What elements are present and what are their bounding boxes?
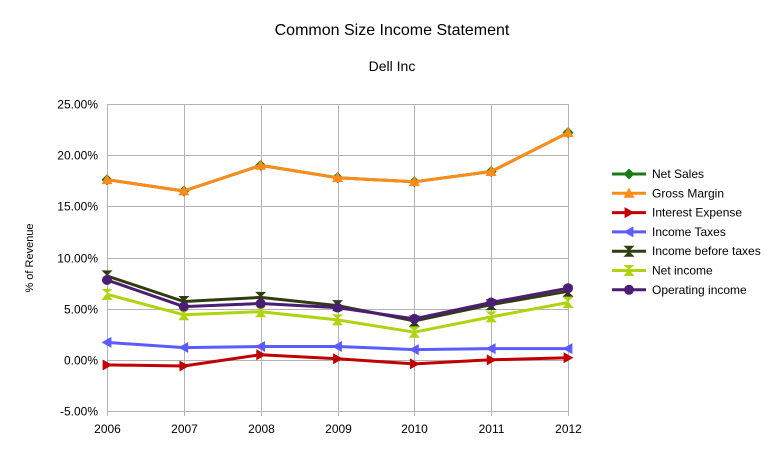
data-point <box>563 352 574 364</box>
legend-swatch-marker <box>624 284 634 295</box>
data-point <box>332 172 343 183</box>
data-point <box>101 336 112 348</box>
data-point <box>178 342 189 354</box>
legend-label: Gross Margin <box>652 186 724 200</box>
chart-subtitle: Dell Inc <box>369 58 416 74</box>
y-tick-label: 0.00% <box>64 354 98 368</box>
data-point <box>409 358 420 370</box>
legend-swatch-marker <box>623 245 635 257</box>
data-point <box>485 166 497 176</box>
data-point <box>102 275 112 286</box>
data-point <box>179 360 190 372</box>
chart-title: Common Size Income Statement <box>275 22 510 39</box>
legend: Net Sales Gross Margin Interest Expense Inc… <box>612 167 761 297</box>
legend-item: Income before taxes <box>612 244 761 258</box>
legend-swatch-marker <box>623 226 634 238</box>
data-point <box>486 354 497 366</box>
legend-label: Net Sales <box>652 167 704 181</box>
data-point <box>256 349 267 361</box>
y-tick-label: 5.00% <box>64 303 98 317</box>
data-point <box>255 306 267 318</box>
data-point <box>563 283 573 294</box>
legend-swatch-marker <box>624 207 635 219</box>
legend-label: Operating income <box>652 283 747 297</box>
legend-label: Income Taxes <box>652 225 726 239</box>
data-point <box>408 326 420 338</box>
legend-item: Net income <box>612 264 713 278</box>
legend-label: Income before taxes <box>652 244 761 258</box>
x-tick-label: 2011 <box>479 422 505 436</box>
legend-item: Operating income <box>612 283 747 297</box>
data-point <box>178 185 190 196</box>
y-tick-label: 25.00% <box>57 98 98 112</box>
series-interest-expense <box>102 349 574 372</box>
data-point <box>485 311 497 323</box>
legend-item: Income Taxes <box>612 225 726 239</box>
series-operating-income <box>102 275 573 324</box>
series-income-taxes <box>101 336 573 356</box>
data-point <box>255 159 267 170</box>
data-point <box>332 302 343 313</box>
legend-item: Gross Margin <box>612 186 724 200</box>
data-point <box>332 341 342 353</box>
data-point <box>333 353 343 365</box>
series-gross-margin <box>101 127 574 196</box>
data-point <box>562 127 574 138</box>
data-point <box>101 174 113 185</box>
legend-swatch-marker <box>623 265 635 276</box>
data-point <box>485 343 496 355</box>
data-point <box>178 309 190 321</box>
y-tick-label: -5.00% <box>60 405 98 419</box>
data-point <box>101 288 113 300</box>
y-tick-label: 15.00% <box>57 200 98 214</box>
data-point <box>332 314 343 326</box>
axes: -5.00% 0.00% 5.00% 10.00% 15.00% 20.00% 25.00%… <box>57 98 582 437</box>
x-tick-label: 2007 <box>171 422 198 436</box>
plot-area <box>101 127 574 372</box>
data-point <box>486 297 497 308</box>
series-net-sales <box>101 127 574 197</box>
y-tick-label: 20.00% <box>57 149 98 163</box>
data-point <box>102 359 113 371</box>
data-point <box>408 344 419 356</box>
legend-item: Net Sales <box>612 167 704 181</box>
y-tick-label: 10.00% <box>57 252 98 266</box>
data-point <box>408 176 420 187</box>
legend-label: Interest Expense <box>652 206 742 220</box>
legend-item: Interest Expense <box>612 206 742 220</box>
y-axis-label: % of Revenue <box>24 223 36 292</box>
x-tick-label: 2010 <box>401 422 428 436</box>
x-tick-label: 2008 <box>248 422 275 436</box>
data-point <box>409 313 420 324</box>
series-net-income <box>101 288 574 338</box>
data-point <box>255 298 266 309</box>
data-point <box>562 297 574 309</box>
legend-swatch-marker <box>623 187 635 198</box>
x-tick-label: 2006 <box>94 422 121 436</box>
data-point <box>255 341 266 353</box>
legend-swatch-marker <box>623 168 635 180</box>
x-tick-label: 2009 <box>325 422 352 436</box>
legend-label: Net income <box>652 264 713 278</box>
x-tick-label: 2012 <box>555 422 582 436</box>
data-point <box>178 301 189 312</box>
data-point <box>562 343 573 355</box>
